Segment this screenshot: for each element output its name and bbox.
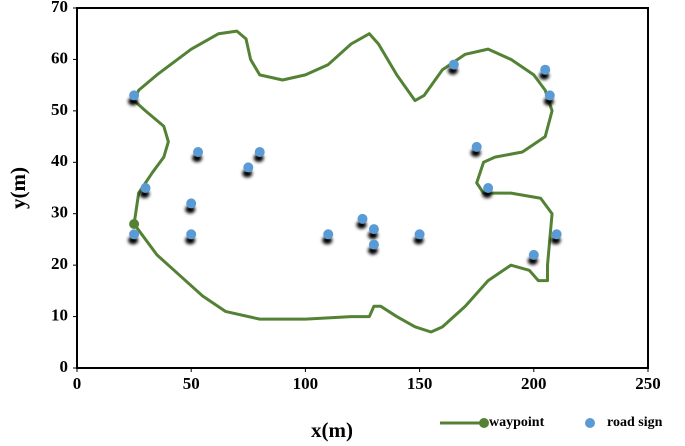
x-tick-label: 200 bbox=[521, 374, 547, 393]
waypoint-marker bbox=[129, 219, 140, 229]
road-sign-marker bbox=[254, 147, 265, 157]
plot-frame bbox=[76, 7, 649, 369]
x-axis-label: x(m) bbox=[311, 418, 353, 442]
x-tick-label: 50 bbox=[183, 374, 200, 393]
road-sign-marker bbox=[186, 229, 197, 240]
road-sign-marker bbox=[140, 183, 151, 193]
legend-marker bbox=[479, 418, 489, 428]
y-tick-label: 30 bbox=[51, 203, 68, 222]
road-sign-marker bbox=[129, 90, 140, 101]
y-tick-label: 10 bbox=[51, 305, 68, 324]
legend-label: road sign bbox=[607, 415, 663, 430]
y-axis-label: y(m) bbox=[6, 167, 30, 209]
road-sign-marker bbox=[368, 239, 379, 250]
road-sign-marker bbox=[471, 141, 482, 152]
road-sign-marker bbox=[243, 162, 254, 173]
road-sign-marker bbox=[129, 229, 140, 240]
waypoint-line bbox=[132, 29, 554, 334]
legend-marker bbox=[585, 418, 595, 428]
y-tick-label: 20 bbox=[51, 254, 68, 273]
road-sign-marker bbox=[528, 249, 539, 260]
y-tick-label: 60 bbox=[51, 48, 68, 67]
y-tick-label: 50 bbox=[51, 100, 68, 119]
x-tick-label: 250 bbox=[635, 374, 661, 393]
road-sign-marker bbox=[186, 198, 197, 209]
road-sign-marker bbox=[193, 147, 204, 157]
road-sign-marker bbox=[448, 59, 459, 70]
x-tick-label: 150 bbox=[407, 374, 433, 393]
road-sign-marker bbox=[540, 64, 551, 75]
road-sign-marker bbox=[323, 229, 334, 240]
y-tick-label: 0 bbox=[60, 357, 69, 376]
road-sign-marker bbox=[368, 224, 379, 235]
legend-label: waypoint bbox=[489, 415, 545, 430]
road-sign-marker bbox=[414, 229, 425, 240]
x-tick-label: 100 bbox=[293, 374, 319, 393]
road-sign-marker bbox=[551, 229, 562, 240]
y-tick-label: 70 bbox=[51, 0, 68, 16]
road-sign-marker bbox=[357, 213, 368, 224]
y-tick-label: 40 bbox=[51, 151, 68, 170]
x-tick-label: 0 bbox=[73, 374, 82, 393]
road-sign-marker bbox=[483, 183, 494, 193]
road-sign-marker bbox=[544, 90, 555, 101]
